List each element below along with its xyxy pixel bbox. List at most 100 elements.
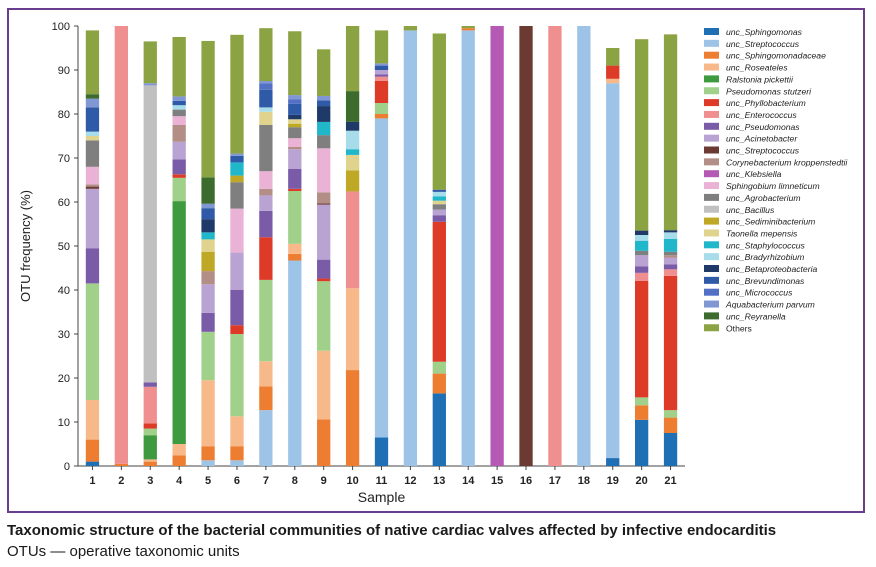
bar-segment: unc_Sphingomonadaceae — 8: 1.5% [288,253,302,261]
stacked-bar-chart: 0 10 20 30 40 50 60 70 80 90 100 OTU frequency (%) S… [18,21,848,505]
bar-segment: Others — 19: 4% [606,48,620,66]
bar-segment: unc_Roseateles — 5: 15% [201,380,215,447]
legend-swatch [704,229,719,237]
bar-segment: Pseudomonas stutzeri — 13: 2.7% [432,361,446,374]
bar-segment: unc_Streptococcus — 5: 1.3% [201,460,215,466]
bar-segment: Others — 3: 9.5% [143,41,157,84]
bar-segment: unc_Sphingomonadaceae — 4: 2.4% [172,455,186,466]
legend-swatch [704,253,719,261]
bar-segment: unc_Agrobacterium — 8: 2.5% [288,127,302,139]
legend-swatch [704,276,719,284]
legend-label: unc_Micrococcus [726,288,793,298]
bar-segment: unc_Enterococcus — 11: 1% [374,76,389,81]
bar-segment: unc_Agrobacterium — 13: 1.2% [432,204,446,210]
bar-segment: Others — 12: 1% [403,26,418,31]
legend-swatch [704,324,719,332]
bar-segment: unc_Sphingomonadaceae — 1: 5% [85,439,100,462]
figure-caption-subtitle: OTUs — operative taxonomic units [7,543,240,560]
bar-segment: Aquabacterium parvum — 9: 1% [317,95,331,101]
bar-segment: unc_Pseudomonas — 4: 3.4% [172,159,186,175]
bar-segment: Taonella mepensis — 7: 3% [259,111,273,125]
x-axis-label: Sample [358,489,406,505]
bar-segment: Corynebacterium kroppenstedtii — 8: 0.5% [288,147,302,150]
x-tick-label: 19 [607,475,619,487]
bar-segment: unc_Acinetobacter — 4: 4% [172,141,186,160]
bar-segment: Corynebacterium kroppenstedtii — 4: 3.8% [172,125,186,142]
bar-segment: unc_Bradyrhizobium — 10: 4.2% [345,130,360,150]
legend-label: unc_Acinetobacter [726,134,798,144]
bar-segment: Sphingobium limneticum — 8: 2% [288,138,302,147]
bar-segment: Aquabacterium parvum — 1: 2% [85,98,100,108]
bar-segment: unc_Streptococcus — 11: 72.5% [374,118,389,438]
bar-segment: unc_Brevundimonas — 4: 1% [172,100,186,106]
bar-segment: unc_Phyllobacterium — 4: 0.8% [172,174,186,178]
bar-segment: Sphingobium limneticum — 9: 10% [317,148,331,193]
bar-segment: unc_Enterococcus — 20: 1.8% [634,272,649,281]
legend-swatch [704,122,719,130]
x-tick-label: 12 [404,475,416,487]
bar-segment: unc_Acinetobacter — 20: 2.5% [634,255,649,267]
bar-segment: unc_Betaproteobacteria — 9: 3.6% [317,106,331,122]
bar-segment: unc_Bacillus — 3: 67.5% [143,85,157,383]
bar-segment: unc_Agrobacterium — 9: 3% [317,135,331,149]
bar-segment: Others — 13: 35.5% [432,33,446,190]
chart-legend: unc_Sphingomonas unc_Streptococcus unc_Sph… [704,27,848,333]
legend-swatch [704,134,719,142]
bar-segment: unc_Streptococcus — 19: 85.2% [606,83,620,459]
bar-segment: Taonella mepensis — 1: 1% [85,136,100,141]
bar-segment: unc_Sphingomonadaceae — 2: 0.5% [114,463,129,466]
bar-segment: unc_Pseudomonas — 8: 4.5% [288,169,302,189]
bar-segment: unc_Acinetobacter — 5: 6.5% [201,284,215,313]
bar-segment: unc_Phyllobacterium — 20: 26.5% [634,280,649,398]
bar-segment: unc_Roseateles — 6: 6.8% [230,416,244,447]
bar-segment: unc_Klebsiella — 15: 100% [490,26,504,466]
bar-segment: unc_Phyllobacterium — 3: 1.2% [143,423,157,429]
bar-segment: Pseudomonas stutzeri — 20: 1.8% [634,397,649,406]
bar-segment: unc_Agrobacterium — 7: 10.5% [259,125,273,172]
bar-segment: unc_Sediminibacterium — 8: 0.8% [288,123,302,128]
bar-segment: unc_Betaproteobacteria — 21: 0.5% [663,230,678,233]
bar-segment: Sphingobium limneticum — 7: 4% [259,171,273,189]
bar-segment: Pseudomonas stutzeri — 7: 18.5% [259,279,273,362]
bar-segment: unc_Acinetobacter — 21: 1.5% [663,257,678,265]
bar-segment: Aquabacterium parvum — 6: 0.5% [230,153,244,156]
bar-segment: unc_Sediminibacterium — 10: 4.8% [345,170,360,192]
legend-swatch [704,193,719,201]
bar-segment: Others — 4: 13.5% [172,37,186,97]
bar-segment: unc_Phyllobacterium — 19: 3% [606,65,620,79]
y-tick-label: 0 [64,461,70,473]
bar-segment: Aquabacterium parvum — 7: 0.5% [259,81,273,84]
bar-segment: unc_Sphingomonas — 21: 7.5% [663,433,678,466]
bar-segment: unc_Roseateles — 9: 15.6% [317,350,331,420]
bar-segment: Corynebacterium kroppenstedtii — 5: 3% [201,271,215,285]
bar-segment: unc_Sphingomonas — 13: 16.5% [432,393,446,466]
bar-segment: Aquabacterium parvum — 3: 0.5% [143,83,157,86]
bar-segment: unc_Brevundimonas — 1: 5.5% [85,107,100,132]
bar-segment: unc_Bradyrhizobium — 20: 1.3% [634,235,649,241]
bar-segment: unc_Roseateles — 3: 0.5% [143,459,157,462]
bar-segment: unc_Brevundimonas — 13: 0.5% [432,189,446,192]
bar-segment: unc_Pseudomonas — 5: 4.3% [201,312,215,332]
x-tick-label: 2 [118,475,124,487]
bar-segment: unc_Pseudomonas — 13: 1.5% [432,215,446,222]
bar-segment: Corynebacterium kroppenstedtii — 21: 0.6… [663,255,678,258]
bar-segment: unc_Reyranella — 5: 6% [201,177,215,204]
legend-label: unc_Klebsiella [726,169,782,179]
bar-segment: Pseudomonas stutzeri — 21: 1.7% [663,410,678,418]
bar-segment: Corynebacterium kroppenstedtii — 7: 1.5% [259,188,273,196]
bar-segment: unc_Acinetobacter — 11: 1% [374,70,389,75]
bar-segment: unc_Roseateles — 19: 1% [606,78,620,84]
bar-segment: Sphingobium limneticum — 4: 2% [172,116,186,125]
bar-segment: unc_Sphingomonas — 1: 1% [85,461,100,466]
bar-segment: Others — 20: 43.5% [634,39,649,231]
bar-segment: Pseudomonas stutzeri — 4: 5.3% [172,177,186,202]
x-tick-label: 5 [205,475,211,487]
bar-segment: unc_Streptococcus — 8: 46.7% [288,260,302,466]
bar-segment: unc_Agrobacterium — 20: 1% [634,250,649,256]
bar-segment: unc_Roseateles — 1: 9% [85,400,100,440]
bar-segment: Pseudomonas stutzeri — 5: 11% [201,331,215,381]
bar-segment: Pseudomonas stutzeri — 6: 18.7% [230,334,244,417]
legend-label: unc_Bacillus [726,205,775,215]
x-tick-label: 6 [234,475,240,487]
legend-label: unc_Betaproteobacteria [726,264,817,274]
